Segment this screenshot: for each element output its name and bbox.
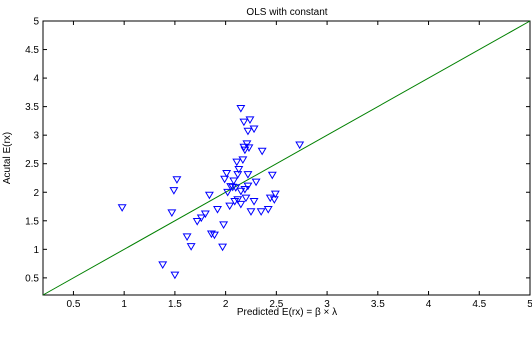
scatter-point — [206, 230, 216, 239]
x-tick-label: 1 — [121, 299, 127, 310]
scatter-point — [257, 147, 267, 156]
scatter-point — [240, 146, 250, 155]
data-points — [117, 104, 305, 280]
scatter-point — [249, 198, 259, 206]
scatter-point — [192, 217, 202, 226]
scatter-point — [218, 243, 228, 252]
y-tick-label: 3.5 — [25, 102, 39, 113]
scatter-point — [242, 140, 252, 148]
y-tick-label: 1 — [33, 245, 39, 256]
scatter-point — [182, 233, 192, 242]
scatter-point — [243, 182, 253, 191]
x-axis-label: Predicted E(rx) = β × λ — [237, 307, 337, 318]
scatter-point — [232, 158, 242, 167]
scatter-point — [246, 208, 256, 216]
scatter-point — [158, 261, 168, 269]
scatter-point — [270, 190, 280, 199]
scatter-point — [196, 214, 206, 223]
scatter-point — [245, 116, 255, 124]
x-tick-label: 2.5 — [269, 299, 283, 310]
scatter-point — [169, 187, 179, 195]
scatter-point — [249, 125, 259, 134]
x-axis: 0.5 1 1.5 2 2.5 3 3.5 4 4.5 5 — [66, 21, 532, 310]
x-tick-label: 2 — [223, 299, 229, 310]
scatter-point — [170, 271, 180, 280]
y-axis-label: Acutal E(rx) — [2, 132, 13, 184]
y-tick-label: 2.5 — [25, 159, 39, 170]
scatter-point — [267, 171, 277, 180]
scatter-point — [236, 104, 246, 113]
x-tick-label: 0.5 — [66, 299, 80, 310]
reference-line — [42, 20, 531, 296]
scatter-point — [226, 183, 236, 191]
scatter-point — [172, 176, 182, 184]
scatter-point — [243, 171, 253, 179]
scatter-point — [225, 202, 235, 211]
scatter-point — [220, 175, 230, 184]
scatter-point — [117, 204, 127, 212]
chart-title: OLS with constant — [246, 7, 327, 18]
x-tick-label: 3 — [324, 299, 330, 310]
x-tick-label: 1.5 — [168, 299, 182, 310]
scatter-point — [239, 118, 249, 127]
x-tick-label: 4.5 — [472, 299, 486, 310]
scatter-point — [234, 166, 244, 174]
y-tick-label: 4.5 — [25, 45, 39, 56]
scatter-point — [186, 243, 196, 251]
scatter-point — [228, 183, 238, 192]
scatter-point — [263, 205, 273, 214]
scatter-point — [236, 200, 246, 209]
scatter-point — [213, 205, 222, 214]
scatter-point — [233, 196, 243, 204]
scatter-point — [269, 196, 279, 204]
scatter-point — [243, 127, 253, 136]
scatter-point — [256, 208, 266, 216]
y-tick-label: 0.5 — [25, 273, 39, 284]
y-tick-label: 2 — [33, 188, 39, 199]
scatter-point — [251, 178, 261, 187]
scatter-point — [244, 144, 254, 152]
y-axis: 0.5 1 1.5 2 2.5 3 3.5 4 4.5 5 — [25, 17, 530, 284]
scatter-point — [209, 231, 219, 240]
scatter-point — [295, 141, 305, 150]
y-tick-label: 1.5 — [25, 216, 39, 227]
scatter-point — [219, 221, 229, 230]
x-tick-label: 3.5 — [371, 299, 385, 310]
scatter-point — [240, 186, 250, 194]
scatter-point — [200, 210, 210, 219]
x-tick-label: 4 — [426, 299, 432, 310]
x-tick-label: 5 — [527, 299, 532, 310]
y-tick-label: 5 — [33, 17, 39, 28]
scatter-point — [229, 177, 239, 186]
scatter-point — [167, 209, 177, 218]
scatter-point — [223, 188, 233, 197]
scatter-point — [204, 191, 214, 200]
scatter-point — [236, 187, 246, 196]
y-tick-label: 4 — [33, 74, 39, 85]
scatter-point — [222, 170, 232, 178]
scatter-point — [238, 156, 248, 164]
scatter-point — [241, 194, 251, 203]
y-tick-label: 3 — [33, 131, 39, 142]
